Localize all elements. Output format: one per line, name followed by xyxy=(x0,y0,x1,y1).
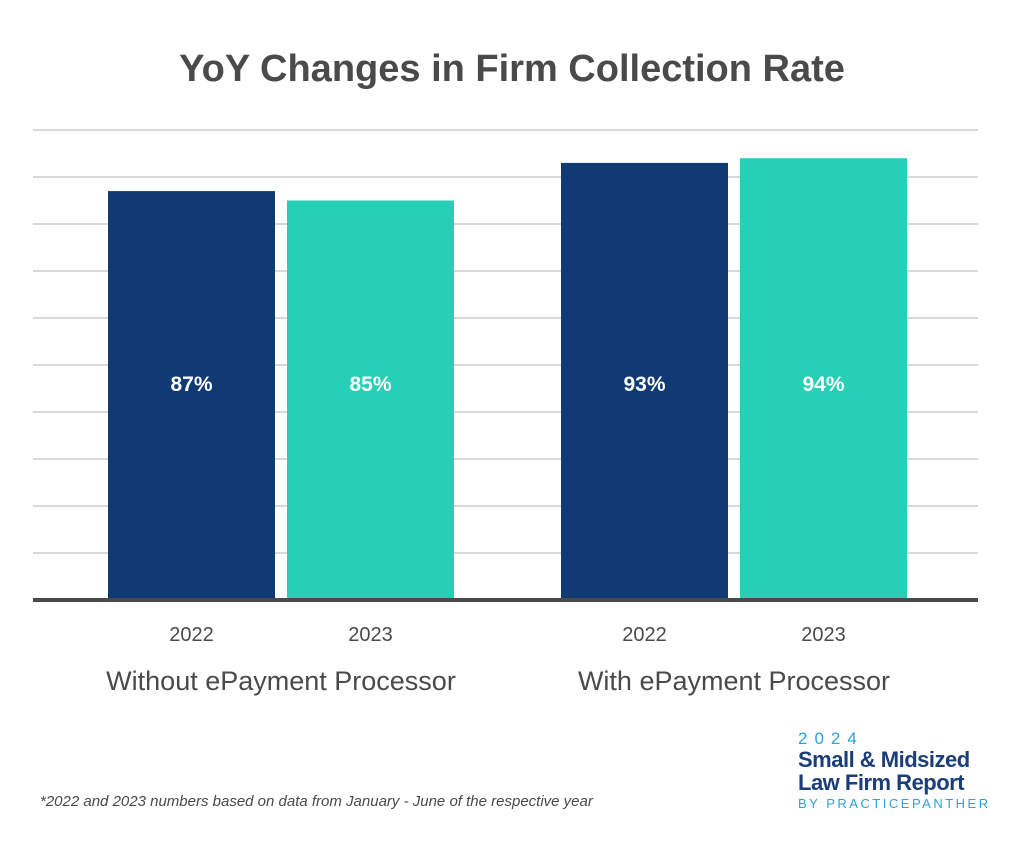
x-tick-label: 2022 xyxy=(622,624,667,646)
bars xyxy=(108,158,907,600)
footnote: *2022 and 2023 numbers based on data fro… xyxy=(40,793,593,810)
chart-title: YoY Changes in Firm Collection Rate xyxy=(179,48,845,90)
bar-1-2023 xyxy=(740,158,907,600)
bar-value-label: 85% xyxy=(349,373,391,396)
bar-value-label: 87% xyxy=(170,373,212,396)
bar-1-2022 xyxy=(561,162,728,600)
bar-chart: 87% 2022 85% 2023 Without ePayment Processor… xyxy=(33,129,978,696)
brand-title-line2: Law Firm Report xyxy=(798,770,965,795)
brand-title-line1: Small & Midsized xyxy=(798,747,970,772)
bar-value-label: 93% xyxy=(623,373,665,396)
group-label: Without ePayment Processor xyxy=(106,666,456,696)
brand-byline: BY PRACTICEPANTHER xyxy=(798,796,991,811)
labels: 87% 2022 85% 2023 Without ePayment Processor… xyxy=(106,373,890,696)
brand-year: 2024 xyxy=(798,729,864,748)
report-branding: 2024 Small & Midsized Law Firm Report BY… xyxy=(798,730,991,812)
group-label: With ePayment Processor xyxy=(578,666,890,696)
x-tick-label: 2022 xyxy=(169,624,214,646)
x-tick-label: 2023 xyxy=(801,624,846,646)
bar-value-label: 94% xyxy=(802,373,844,396)
bar-0-2022 xyxy=(108,191,275,600)
bar-0-2023 xyxy=(287,200,454,600)
x-tick-label: 2023 xyxy=(348,624,393,646)
